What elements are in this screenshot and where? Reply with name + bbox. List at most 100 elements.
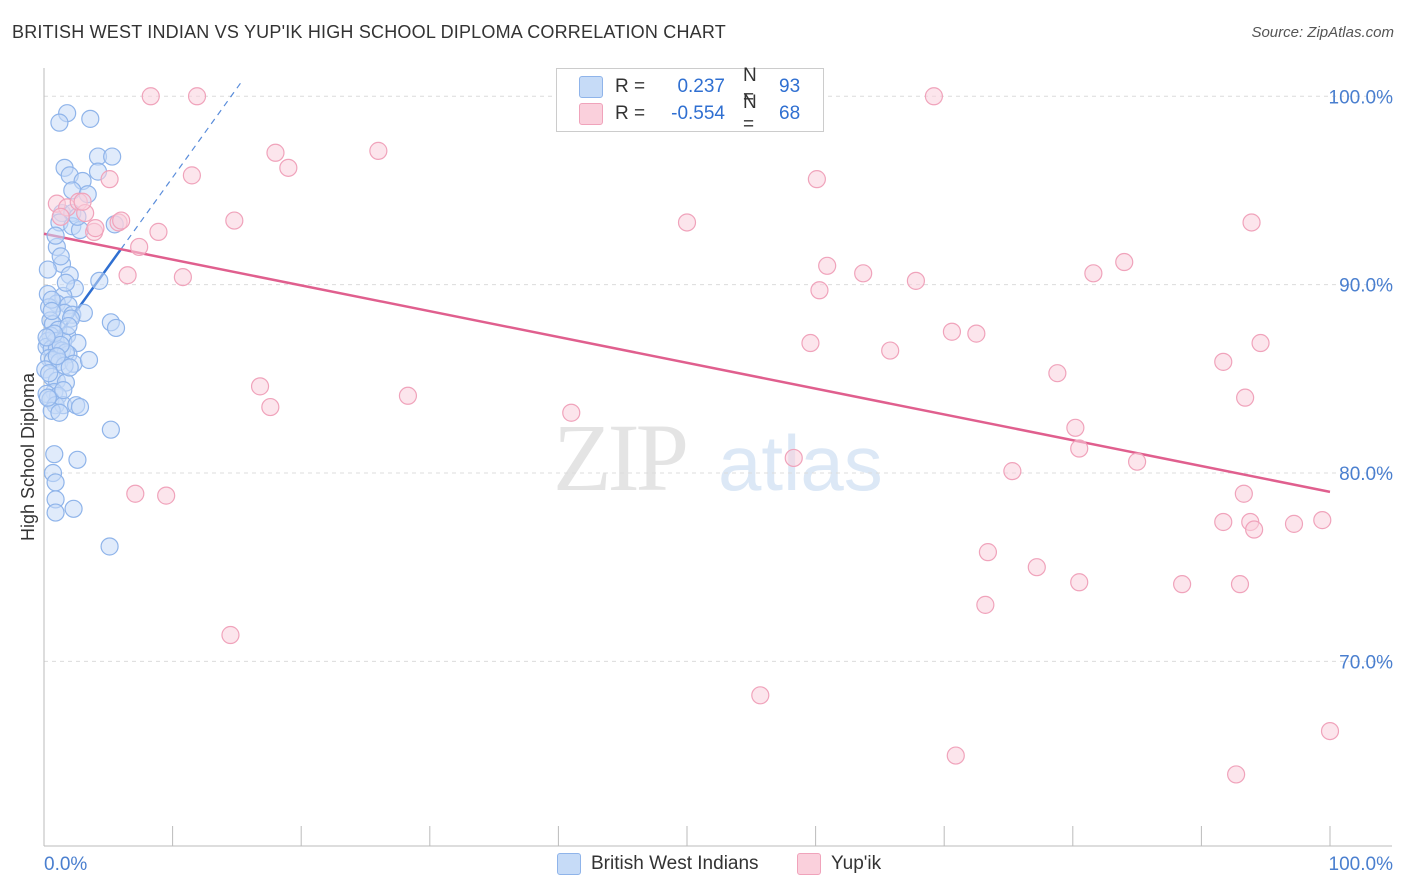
british-west-indians-point bbox=[100, 537, 119, 556]
pink-swatch-icon bbox=[579, 103, 603, 125]
yupik-point bbox=[187, 87, 207, 106]
n-label: N = bbox=[743, 65, 757, 108]
blue-swatch-icon bbox=[579, 76, 603, 98]
yupik-point bbox=[1127, 452, 1147, 471]
x-tick-label: 0.0% bbox=[44, 854, 87, 875]
yupik-point bbox=[1284, 514, 1304, 533]
yupik-point bbox=[250, 377, 270, 396]
yupik-point bbox=[1251, 333, 1270, 353]
british-west-indians-point bbox=[42, 301, 61, 321]
r-label: R = bbox=[615, 76, 646, 97]
british-west-indians-point bbox=[56, 273, 75, 292]
yupik-point bbox=[1313, 511, 1332, 530]
british-west-indians-point bbox=[79, 350, 99, 370]
yupik-point bbox=[677, 213, 697, 232]
yupik-point bbox=[157, 486, 176, 505]
y-tick-label: 80.0% bbox=[1339, 464, 1393, 485]
yupik-point bbox=[818, 256, 837, 275]
n-value: 68 bbox=[779, 103, 801, 124]
yupik-point bbox=[1027, 558, 1046, 577]
legend-label: Yup'ik bbox=[831, 853, 882, 874]
y-tick-label: 70.0% bbox=[1339, 652, 1393, 673]
yupik-point bbox=[51, 207, 70, 226]
yupik-point bbox=[73, 192, 92, 211]
british-west-indians-point bbox=[90, 271, 109, 290]
yupik-point bbox=[1084, 264, 1103, 283]
yupik-point bbox=[182, 166, 201, 185]
yupik-point bbox=[118, 266, 137, 285]
yupik-point bbox=[942, 322, 962, 341]
yupik-point bbox=[1242, 213, 1261, 232]
y-axis-label: High School Diploma bbox=[18, 372, 38, 541]
yupik-point bbox=[1173, 575, 1192, 594]
yupik-point bbox=[562, 403, 581, 422]
british-west-indians-point bbox=[68, 450, 87, 469]
legend-item-british-west-indians[interactable]: British West Indians bbox=[557, 851, 759, 877]
british-west-indians-point bbox=[60, 358, 79, 377]
yupik-point bbox=[807, 170, 826, 189]
legend-item-yupik[interactable]: Yup'ik bbox=[797, 851, 881, 877]
yupik-point bbox=[279, 158, 298, 177]
british-west-indians-trend-extension bbox=[120, 78, 244, 250]
british-west-indians-point bbox=[47, 347, 66, 366]
british-west-indians-point bbox=[51, 247, 70, 266]
yupik-point bbox=[1048, 364, 1067, 383]
british-west-indians-point bbox=[38, 388, 57, 407]
british-west-indians-point bbox=[45, 445, 64, 464]
yupik-point bbox=[976, 595, 995, 614]
yupik-trend-line bbox=[43, 232, 1331, 494]
yupik-point bbox=[173, 267, 192, 287]
yupik-point bbox=[751, 686, 770, 705]
yupik-point bbox=[261, 397, 280, 417]
british-west-indians-point bbox=[101, 420, 120, 439]
yupik-point bbox=[978, 543, 998, 562]
yupik-point bbox=[854, 264, 873, 283]
yupik-point bbox=[141, 87, 160, 106]
yupik-point bbox=[906, 271, 926, 290]
british-west-indians-point bbox=[50, 403, 69, 422]
british-west-indians-point bbox=[38, 260, 57, 279]
yupik-point bbox=[1245, 520, 1264, 539]
yupik-point bbox=[1227, 765, 1246, 784]
r-label: R = bbox=[615, 103, 646, 124]
british-west-indians-point bbox=[46, 503, 65, 522]
british-west-indians-point bbox=[81, 109, 100, 128]
n-value: 93 bbox=[779, 76, 801, 97]
british-west-indians-point bbox=[46, 226, 65, 245]
british-west-indians-point bbox=[54, 381, 73, 400]
yupik-point bbox=[130, 237, 149, 257]
y-tick-label: 90.0% bbox=[1339, 276, 1393, 297]
british-west-indians-point bbox=[70, 397, 90, 417]
british-west-indians-point bbox=[46, 473, 65, 492]
yupik-point bbox=[967, 324, 986, 343]
british-west-indians-point bbox=[37, 328, 56, 347]
stats-box: R = 0.237 N = 93 R = -0.554 N = 68 bbox=[556, 65, 824, 135]
yupik-point bbox=[1236, 388, 1255, 407]
yupik-point bbox=[784, 448, 803, 468]
yupik-point bbox=[112, 211, 131, 230]
yupik-point bbox=[266, 143, 285, 162]
x-tick-label: 100.0% bbox=[1329, 854, 1394, 875]
yupik-point bbox=[149, 222, 168, 241]
yupik-point bbox=[398, 386, 418, 405]
r-value: -0.554 bbox=[671, 103, 725, 124]
yupik-point bbox=[1070, 573, 1089, 592]
source-label: Source: ZipAtlas.com bbox=[1251, 24, 1394, 41]
yupik-point bbox=[1214, 352, 1233, 371]
yupik-point bbox=[1066, 418, 1085, 437]
british-west-indians-point bbox=[103, 147, 122, 166]
yupik-point bbox=[801, 333, 820, 353]
yupik-point bbox=[1320, 721, 1340, 741]
chart-title: BRITISH WEST INDIAN VS YUP'IK HIGH SCHOO… bbox=[12, 22, 726, 42]
british-west-indians-point bbox=[50, 113, 69, 132]
watermark-zip: ZIP bbox=[553, 404, 686, 511]
yupik-point bbox=[86, 219, 105, 238]
british-west-indians-point bbox=[59, 316, 78, 336]
yupik-point bbox=[1070, 439, 1089, 458]
stats-row-yupik: R = -0.554 N = 68 bbox=[579, 92, 801, 135]
yupik-point bbox=[924, 87, 944, 106]
r-value: 0.237 bbox=[677, 76, 725, 97]
stats-row-british-west-indians: R = 0.237 N = 93 bbox=[579, 65, 801, 108]
british-west-indians-point bbox=[40, 364, 59, 383]
